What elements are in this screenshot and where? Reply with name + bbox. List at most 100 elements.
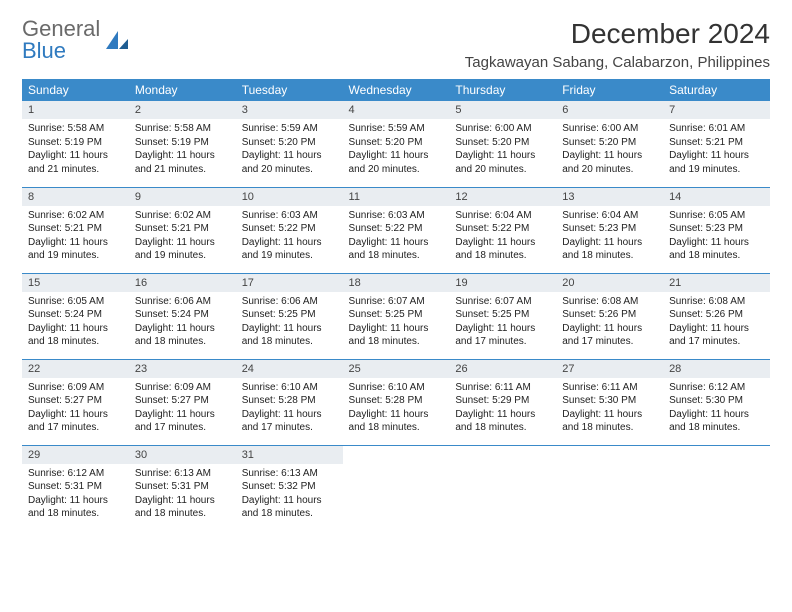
day-number: 25 xyxy=(343,360,450,378)
day-number: 26 xyxy=(449,360,556,378)
day-details: Sunrise: 6:09 AMSunset: 5:27 PMDaylight:… xyxy=(129,378,236,441)
calendar-day-cell: 17Sunrise: 6:06 AMSunset: 5:25 PMDayligh… xyxy=(236,273,343,359)
calendar-day-cell: .. xyxy=(663,445,770,531)
calendar-day-cell: 16Sunrise: 6:06 AMSunset: 5:24 PMDayligh… xyxy=(129,273,236,359)
day-number: 3 xyxy=(236,101,343,119)
day-header: Sunday xyxy=(22,79,129,101)
day-details: Sunrise: 6:03 AMSunset: 5:22 PMDaylight:… xyxy=(343,206,450,269)
day-number: 10 xyxy=(236,188,343,206)
day-header: Saturday xyxy=(663,79,770,101)
calendar-day-cell: 14Sunrise: 6:05 AMSunset: 5:23 PMDayligh… xyxy=(663,187,770,273)
day-details: Sunrise: 6:05 AMSunset: 5:23 PMDaylight:… xyxy=(663,206,770,269)
day-details: Sunrise: 6:02 AMSunset: 5:21 PMDaylight:… xyxy=(22,206,129,269)
calendar-week-row: 1Sunrise: 5:58 AMSunset: 5:19 PMDaylight… xyxy=(22,101,770,187)
day-details: Sunrise: 6:09 AMSunset: 5:27 PMDaylight:… xyxy=(22,378,129,441)
day-header: Tuesday xyxy=(236,79,343,101)
calendar-day-cell: 9Sunrise: 6:02 AMSunset: 5:21 PMDaylight… xyxy=(129,187,236,273)
day-details: Sunrise: 6:06 AMSunset: 5:24 PMDaylight:… xyxy=(129,292,236,355)
calendar-table: Sunday Monday Tuesday Wednesday Thursday… xyxy=(22,79,770,531)
calendar-day-cell: 12Sunrise: 6:04 AMSunset: 5:22 PMDayligh… xyxy=(449,187,556,273)
day-number: 8 xyxy=(22,188,129,206)
day-details: Sunrise: 6:13 AMSunset: 5:31 PMDaylight:… xyxy=(129,464,236,527)
day-number: 11 xyxy=(343,188,450,206)
calendar-week-row: 29Sunrise: 6:12 AMSunset: 5:31 PMDayligh… xyxy=(22,445,770,531)
calendar-day-cell: 21Sunrise: 6:08 AMSunset: 5:26 PMDayligh… xyxy=(663,273,770,359)
calendar-day-cell: .. xyxy=(556,445,663,531)
day-number: 22 xyxy=(22,360,129,378)
calendar-day-cell: 23Sunrise: 6:09 AMSunset: 5:27 PMDayligh… xyxy=(129,359,236,445)
calendar-day-cell: .. xyxy=(343,445,450,531)
calendar-day-cell: 20Sunrise: 6:08 AMSunset: 5:26 PMDayligh… xyxy=(556,273,663,359)
brand-part2: Blue xyxy=(22,38,66,63)
day-details: Sunrise: 6:08 AMSunset: 5:26 PMDaylight:… xyxy=(556,292,663,355)
calendar-day-cell: 2Sunrise: 5:58 AMSunset: 5:19 PMDaylight… xyxy=(129,101,236,187)
calendar-day-cell: 5Sunrise: 6:00 AMSunset: 5:20 PMDaylight… xyxy=(449,101,556,187)
day-number: 5 xyxy=(449,101,556,119)
brand-logo: General Blue xyxy=(22,18,130,62)
calendar-day-cell: 28Sunrise: 6:12 AMSunset: 5:30 PMDayligh… xyxy=(663,359,770,445)
calendar-day-cell: 4Sunrise: 5:59 AMSunset: 5:20 PMDaylight… xyxy=(343,101,450,187)
day-number: 12 xyxy=(449,188,556,206)
day-details: Sunrise: 6:07 AMSunset: 5:25 PMDaylight:… xyxy=(343,292,450,355)
day-number: 21 xyxy=(663,274,770,292)
day-details: Sunrise: 6:02 AMSunset: 5:21 PMDaylight:… xyxy=(129,206,236,269)
day-number: 28 xyxy=(663,360,770,378)
day-details: Sunrise: 6:00 AMSunset: 5:20 PMDaylight:… xyxy=(556,119,663,182)
day-details: Sunrise: 6:11 AMSunset: 5:29 PMDaylight:… xyxy=(449,378,556,441)
calendar-day-cell: 31Sunrise: 6:13 AMSunset: 5:32 PMDayligh… xyxy=(236,445,343,531)
calendar-day-cell: .. xyxy=(449,445,556,531)
day-details: Sunrise: 6:07 AMSunset: 5:25 PMDaylight:… xyxy=(449,292,556,355)
calendar-day-cell: 3Sunrise: 5:59 AMSunset: 5:20 PMDaylight… xyxy=(236,101,343,187)
calendar-day-cell: 11Sunrise: 6:03 AMSunset: 5:22 PMDayligh… xyxy=(343,187,450,273)
calendar-week-row: 15Sunrise: 6:05 AMSunset: 5:24 PMDayligh… xyxy=(22,273,770,359)
day-details: Sunrise: 6:00 AMSunset: 5:20 PMDaylight:… xyxy=(449,119,556,182)
day-details: Sunrise: 6:08 AMSunset: 5:26 PMDaylight:… xyxy=(663,292,770,355)
day-number: 17 xyxy=(236,274,343,292)
calendar-day-cell: 30Sunrise: 6:13 AMSunset: 5:31 PMDayligh… xyxy=(129,445,236,531)
day-details: Sunrise: 6:13 AMSunset: 5:32 PMDaylight:… xyxy=(236,464,343,527)
day-details: Sunrise: 6:03 AMSunset: 5:22 PMDaylight:… xyxy=(236,206,343,269)
day-number: 2 xyxy=(129,101,236,119)
day-header: Thursday xyxy=(449,79,556,101)
day-details: Sunrise: 6:10 AMSunset: 5:28 PMDaylight:… xyxy=(343,378,450,441)
day-number: 9 xyxy=(129,188,236,206)
day-details: Sunrise: 6:10 AMSunset: 5:28 PMDaylight:… xyxy=(236,378,343,441)
day-details: Sunrise: 5:59 AMSunset: 5:20 PMDaylight:… xyxy=(343,119,450,182)
day-number: 30 xyxy=(129,446,236,464)
calendar-day-cell: 7Sunrise: 6:01 AMSunset: 5:21 PMDaylight… xyxy=(663,101,770,187)
day-header-row: Sunday Monday Tuesday Wednesday Thursday… xyxy=(22,79,770,101)
calendar-day-cell: 6Sunrise: 6:00 AMSunset: 5:20 PMDaylight… xyxy=(556,101,663,187)
calendar-day-cell: 27Sunrise: 6:11 AMSunset: 5:30 PMDayligh… xyxy=(556,359,663,445)
calendar-day-cell: 22Sunrise: 6:09 AMSunset: 5:27 PMDayligh… xyxy=(22,359,129,445)
day-details: Sunrise: 5:58 AMSunset: 5:19 PMDaylight:… xyxy=(22,119,129,182)
day-number: 1 xyxy=(22,101,129,119)
day-details: Sunrise: 6:12 AMSunset: 5:30 PMDaylight:… xyxy=(663,378,770,441)
day-number: 18 xyxy=(343,274,450,292)
header: General Blue December 2024 Tagkawayan Sa… xyxy=(22,18,770,71)
day-header: Wednesday xyxy=(343,79,450,101)
month-title: December 2024 xyxy=(465,18,770,50)
day-number: 31 xyxy=(236,446,343,464)
calendar-day-cell: 24Sunrise: 6:10 AMSunset: 5:28 PMDayligh… xyxy=(236,359,343,445)
day-details: Sunrise: 6:01 AMSunset: 5:21 PMDaylight:… xyxy=(663,119,770,182)
calendar-day-cell: 26Sunrise: 6:11 AMSunset: 5:29 PMDayligh… xyxy=(449,359,556,445)
day-number: 13 xyxy=(556,188,663,206)
day-number: 29 xyxy=(22,446,129,464)
calendar-week-row: 22Sunrise: 6:09 AMSunset: 5:27 PMDayligh… xyxy=(22,359,770,445)
day-number: 16 xyxy=(129,274,236,292)
day-number: 15 xyxy=(22,274,129,292)
calendar-day-cell: 15Sunrise: 6:05 AMSunset: 5:24 PMDayligh… xyxy=(22,273,129,359)
calendar-day-cell: 8Sunrise: 6:02 AMSunset: 5:21 PMDaylight… xyxy=(22,187,129,273)
day-header: Friday xyxy=(556,79,663,101)
day-number: 24 xyxy=(236,360,343,378)
day-number: 23 xyxy=(129,360,236,378)
calendar-day-cell: 19Sunrise: 6:07 AMSunset: 5:25 PMDayligh… xyxy=(449,273,556,359)
day-number: 20 xyxy=(556,274,663,292)
day-details: Sunrise: 6:06 AMSunset: 5:25 PMDaylight:… xyxy=(236,292,343,355)
calendar-day-cell: 29Sunrise: 6:12 AMSunset: 5:31 PMDayligh… xyxy=(22,445,129,531)
day-number: 7 xyxy=(663,101,770,119)
day-details: Sunrise: 6:11 AMSunset: 5:30 PMDaylight:… xyxy=(556,378,663,441)
location-subtitle: Tagkawayan Sabang, Calabarzon, Philippin… xyxy=(465,54,770,71)
day-details: Sunrise: 6:04 AMSunset: 5:23 PMDaylight:… xyxy=(556,206,663,269)
day-details: Sunrise: 5:58 AMSunset: 5:19 PMDaylight:… xyxy=(129,119,236,182)
